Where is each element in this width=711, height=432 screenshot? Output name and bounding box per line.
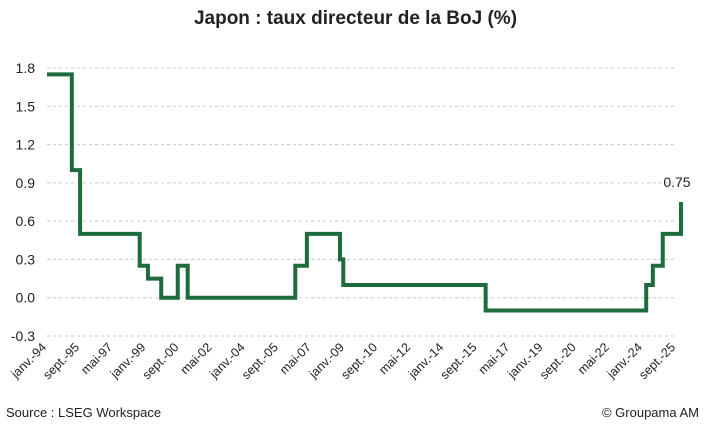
x-tick-label: sept.-05 xyxy=(239,340,281,382)
data-label: 0.75 xyxy=(663,174,690,190)
x-tick-label: sept.-00 xyxy=(140,340,182,382)
y-axis-ticks: -0.3 0.0 0.3 0.6 0.9 1.2 1.5 1.8 xyxy=(11,60,35,344)
x-tick-label: sept.-10 xyxy=(338,340,380,382)
x-tick-label: sept.-15 xyxy=(438,340,480,382)
copyright-note: © Groupama AM xyxy=(601,405,699,420)
source-note: Source : LSEG Workspace xyxy=(6,405,162,420)
y-tick-label: 0.9 xyxy=(16,175,36,191)
x-tick-label: sept.-25 xyxy=(636,340,678,382)
y-tick-label: 1.5 xyxy=(16,98,36,114)
y-tick-label: 0.6 xyxy=(16,213,36,229)
y-tick-label: 0.0 xyxy=(16,290,36,306)
x-tick-label: sept.-95 xyxy=(40,340,82,382)
x-tick-label: sept.-20 xyxy=(537,340,579,382)
y-tick-label: 1.2 xyxy=(16,137,36,153)
y-tick-label: -0.3 xyxy=(11,328,35,344)
x-axis-ticks: janv.-94sept.-95mai-97janv.-99sept.-00ma… xyxy=(8,340,678,382)
series-line xyxy=(47,72,683,313)
y-tick-label: 0.3 xyxy=(16,251,36,267)
y-tick-label: 1.8 xyxy=(16,60,36,76)
chart-title: Japon : taux directeur de la BoJ (%) xyxy=(193,8,518,29)
gridlines xyxy=(47,67,676,337)
series-layer xyxy=(47,72,683,313)
annotations: 0.75 xyxy=(663,174,690,190)
